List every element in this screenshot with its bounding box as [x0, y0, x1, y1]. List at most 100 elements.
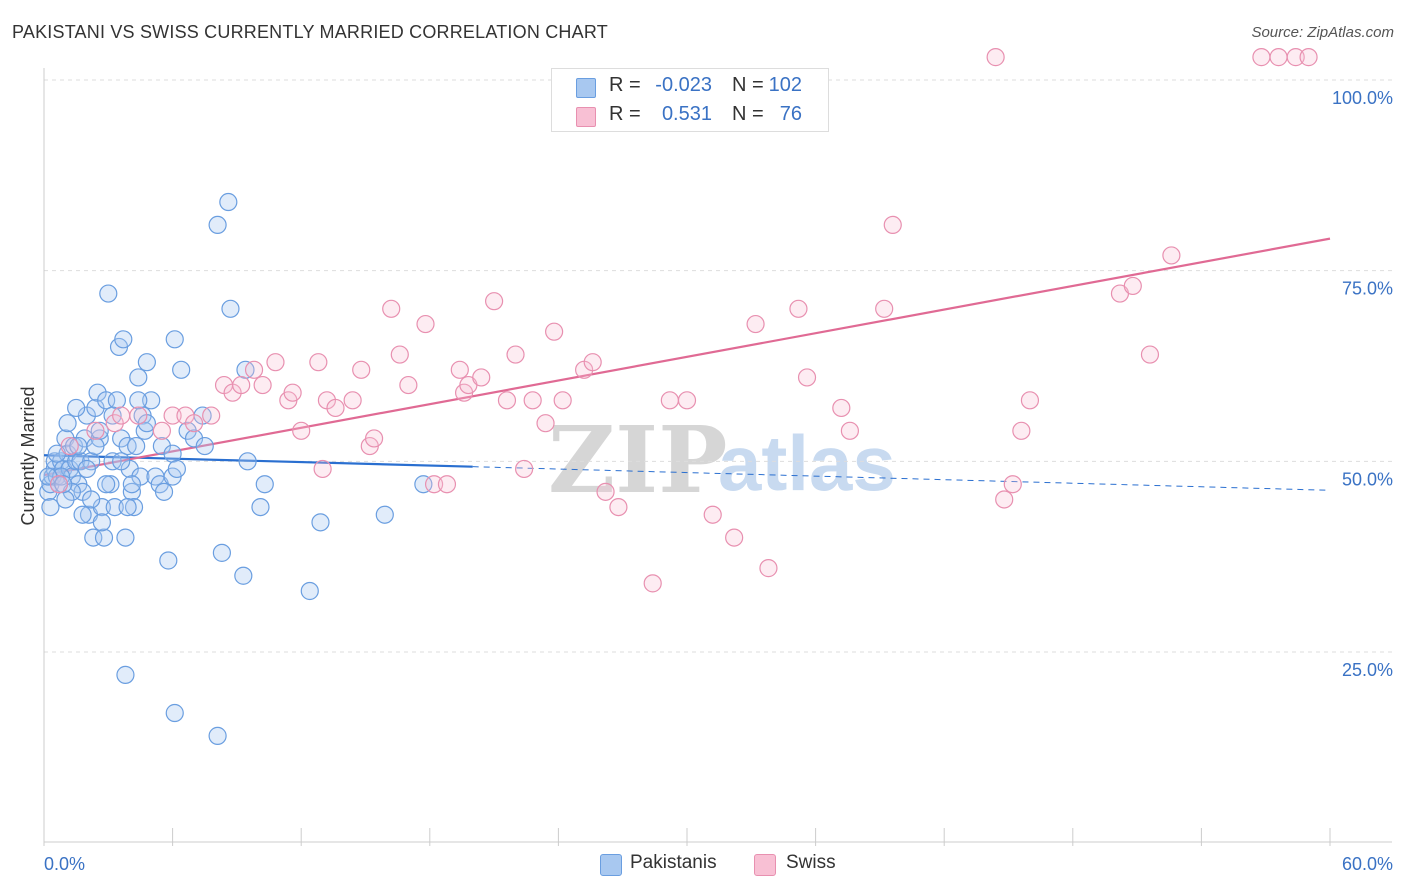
- point-pakistanis: [255, 475, 274, 494]
- point-swiss: [840, 421, 859, 440]
- point-swiss: [437, 475, 457, 494]
- point-pakistanis: [54, 475, 73, 494]
- x-tick-label-max: 60.0%: [1342, 854, 1393, 874]
- point-swiss: [416, 314, 435, 334]
- series-label-swiss: Swiss: [786, 852, 836, 873]
- point-pakistanis: [375, 505, 394, 524]
- correlation-legend: R = -0.023 N = 102 R = 0.531 N = 76: [551, 68, 829, 132]
- point-pakistanis: [97, 475, 116, 494]
- point-pakistanis: [41, 497, 60, 517]
- trend-line-pakistanis: [43, 454, 473, 468]
- point-pakistanis: [159, 551, 178, 570]
- point-pakistanis: [163, 444, 182, 463]
- point-swiss: [49, 475, 69, 494]
- y-axis-label: Currently Married: [18, 386, 38, 525]
- point-pakistanis: [311, 513, 330, 532]
- series-label-pakistanis: Pakistanis: [630, 852, 717, 873]
- point-swiss: [875, 299, 894, 318]
- point-swiss: [1252, 48, 1271, 67]
- point-swiss: [163, 406, 182, 425]
- point-swiss: [244, 360, 264, 379]
- point-pakistanis: [71, 452, 90, 471]
- source-label: Source: ZipAtlas.com: [1251, 24, 1394, 41]
- point-swiss: [583, 353, 602, 372]
- point-swiss: [326, 398, 345, 418]
- point-pakistanis: [137, 353, 156, 372]
- point-pakistanis: [219, 192, 238, 212]
- point-swiss: [497, 391, 517, 410]
- point-pakistanis: [105, 497, 124, 517]
- point-swiss: [112, 406, 131, 425]
- point-swiss: [609, 497, 628, 517]
- watermark-zip: ZIP: [548, 406, 727, 514]
- point-pakistanis: [129, 368, 148, 387]
- point-swiss: [1003, 475, 1022, 494]
- point-swiss: [1123, 276, 1142, 296]
- watermark-atlas: atlas: [718, 419, 896, 507]
- point-pakistanis: [112, 429, 131, 448]
- series-swatch-swiss: [754, 854, 776, 876]
- point-pakistanis: [178, 421, 197, 440]
- point-swiss: [545, 322, 564, 341]
- point-pakistanis: [107, 391, 126, 410]
- legend-n-label: N =: [732, 74, 764, 96]
- point-pakistanis: [251, 497, 270, 517]
- point-pakistanis: [116, 665, 135, 684]
- point-pakistanis: [97, 391, 116, 410]
- tick-labels: 25.0% 50.0% 75.0% 100.0% 0.0% 60.0%: [44, 88, 1393, 874]
- series-legend: Pakistanis Swiss: [598, 852, 858, 876]
- point-pakistanis: [86, 436, 105, 456]
- point-pakistanis: [116, 528, 135, 547]
- point-swiss: [485, 292, 504, 311]
- legend-n-value: 102: [768, 74, 802, 96]
- point-swiss: [343, 391, 362, 410]
- point-swiss: [313, 459, 332, 479]
- point-swiss: [677, 391, 697, 410]
- point-pakistanis: [92, 513, 111, 532]
- point-swiss: [553, 391, 572, 410]
- point-pakistanis: [167, 459, 186, 479]
- point-swiss: [883, 215, 902, 235]
- legend-n-value: 76: [779, 103, 802, 125]
- point-pakistanis: [208, 726, 227, 745]
- y-tick-label: 25.0%: [1342, 660, 1393, 680]
- point-pakistanis: [56, 490, 75, 509]
- point-pakistanis: [212, 543, 231, 562]
- point-swiss: [596, 482, 615, 501]
- point-swiss: [995, 490, 1014, 509]
- x-tick-label-min: 0.0%: [44, 854, 85, 874]
- point-pakistanis: [67, 398, 86, 418]
- point-pakistanis: [172, 360, 191, 379]
- point-swiss: [643, 574, 662, 593]
- point-pakistanis: [129, 391, 148, 410]
- point-swiss: [536, 414, 555, 433]
- point-swiss: [283, 383, 302, 402]
- point-swiss: [506, 345, 525, 364]
- data-points: [39, 48, 1318, 745]
- y-tick-label: 75.0%: [1342, 279, 1393, 299]
- legend-row-swiss: R = 0.531 N = 76: [552, 100, 828, 130]
- point-swiss: [184, 414, 204, 433]
- point-swiss: [1269, 48, 1288, 67]
- point-swiss: [60, 436, 79, 456]
- point-swiss: [1140, 345, 1160, 364]
- point-swiss: [746, 314, 765, 334]
- point-swiss: [832, 398, 851, 418]
- point-swiss: [253, 375, 272, 395]
- trend-lines: [43, 237, 1331, 491]
- point-pakistanis: [122, 475, 141, 494]
- point-pakistanis: [58, 414, 77, 433]
- point-swiss: [424, 475, 444, 494]
- point-swiss: [450, 360, 469, 379]
- point-pakistanis: [142, 391, 161, 410]
- legend-swatch-swiss: [576, 107, 596, 127]
- chart-title: PAKISTANI VS SWISS CURRENTLY MARRIED COR…: [12, 22, 608, 42]
- point-swiss: [523, 391, 542, 410]
- point-pakistanis: [73, 505, 92, 524]
- point-swiss: [797, 368, 817, 387]
- point-pakistanis: [114, 330, 133, 349]
- point-swiss: [515, 459, 534, 479]
- point-pakistanis: [77, 459, 96, 479]
- point-swiss: [390, 345, 409, 364]
- point-pakistanis: [234, 566, 253, 585]
